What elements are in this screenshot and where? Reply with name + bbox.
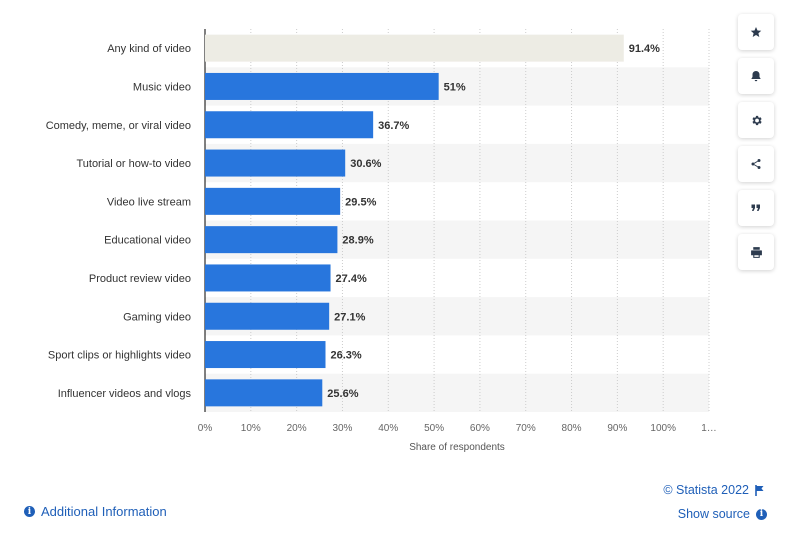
data-label: 36.7% <box>378 120 409 132</box>
share-icon <box>751 159 761 169</box>
data-label: 25.6% <box>327 388 358 400</box>
bar-chart: 0% 10% 20% 30% 40% 50% 60% 70% 80% 90% 100% 1… Any k… <box>46 29 717 453</box>
print-icon <box>750 246 762 258</box>
show-source-label: Show source <box>677 507 750 521</box>
category-label: Educational video <box>104 235 191 247</box>
star-icon <box>750 27 762 37</box>
favorite-button[interactable] <box>738 14 774 50</box>
share-button[interactable] <box>738 146 774 182</box>
data-label: 26.3% <box>331 350 362 362</box>
bar <box>205 226 338 254</box>
category-label: Influencer videos and vlogs <box>58 388 192 400</box>
bar <box>205 302 330 330</box>
bar <box>205 187 341 215</box>
x-tick-label: 20% <box>287 423 307 434</box>
flag-icon <box>755 484 764 496</box>
x-tick-label: 30% <box>332 423 352 434</box>
data-label: 28.9% <box>342 235 373 247</box>
data-label: 51% <box>444 81 466 93</box>
bar <box>205 341 326 369</box>
show-source-link[interactable]: Show source i <box>678 507 767 521</box>
category-label: Any kind of video <box>107 43 191 55</box>
x-tick-label: 40% <box>378 423 398 434</box>
category-label: Sport clips or highlights video <box>48 350 191 362</box>
notification-button[interactable] <box>738 58 774 94</box>
category-label: Product review video <box>89 273 191 285</box>
category-label: Tutorial or how-to video <box>76 158 191 170</box>
copyright-text: © Statista 2022 <box>663 483 749 497</box>
bar <box>205 379 323 407</box>
bar <box>205 264 331 292</box>
x-tick-label: 90% <box>607 423 627 434</box>
x-tick-label: 0% <box>198 423 213 434</box>
x-tick-label: 60% <box>470 423 490 434</box>
x-tick-label: 100% <box>650 423 676 434</box>
x-tick-label: 10% <box>241 423 261 434</box>
data-label: 91.4% <box>629 43 660 55</box>
bar <box>205 72 439 100</box>
x-tick-label: 80% <box>562 423 582 434</box>
gear-icon <box>751 115 762 125</box>
x-tick-label: 70% <box>516 423 536 434</box>
category-label: Comedy, meme, or viral video <box>46 120 191 132</box>
bar <box>205 149 346 177</box>
chart-area: 0% 10% 20% 30% 40% 50% 60% 70% 80% 90% 100% 1… Any k… <box>46 29 717 453</box>
additional-information-link[interactable]: i Additional Information <box>24 504 167 519</box>
x-tick-label: 50% <box>424 423 444 434</box>
bell-icon <box>751 71 761 82</box>
additional-information-label: Additional Information <box>41 504 167 519</box>
x-tick-label: 1… <box>701 423 717 434</box>
cite-button[interactable] <box>738 190 774 226</box>
category-label: Gaming video <box>123 311 191 323</box>
x-axis-title: Share of respondents <box>409 442 505 453</box>
statista-copyright[interactable]: © Statista 2022 <box>663 483 765 497</box>
quote-icon <box>751 204 760 211</box>
category-label: Music video <box>133 81 191 93</box>
info-icon: i <box>756 508 767 520</box>
bar <box>205 34 624 62</box>
data-label: 29.5% <box>345 196 376 208</box>
print-button[interactable] <box>738 234 774 270</box>
info-icon: i <box>24 506 35 517</box>
bar <box>205 111 374 139</box>
category-label: Video live stream <box>107 196 191 208</box>
data-label: 27.1% <box>334 311 365 323</box>
data-label: 30.6% <box>350 158 381 170</box>
data-label: 27.4% <box>336 273 367 285</box>
settings-button[interactable] <box>738 102 774 138</box>
